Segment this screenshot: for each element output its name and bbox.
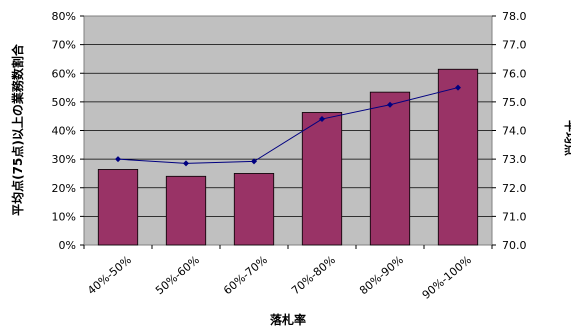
y-tick-label: 80% [52, 10, 76, 23]
y2-tick-label: 75.0 [502, 96, 527, 109]
y2-tick-label: 74.0 [502, 125, 527, 138]
y-axis-title: 平均点(75点)以上の業務数割合 [10, 43, 25, 216]
bar [97, 169, 139, 246]
bar [165, 175, 207, 246]
x-category-label: 60%-70% [221, 253, 270, 297]
line-point [455, 84, 461, 91]
y2-tick-label: 78.0 [502, 10, 527, 23]
line-point [387, 101, 393, 108]
x-category-label: 80%-90% [357, 253, 406, 297]
x-category-label: 40%-50% [85, 253, 134, 297]
y2-tick-label: 77.0 [502, 39, 527, 52]
y2-tick-label: 71.0 [502, 210, 527, 223]
x-category-label: 70%-80% [289, 253, 338, 297]
y-tick-label: 60% [52, 67, 76, 80]
x-axis-title: 落札率 [270, 312, 306, 327]
line-point [319, 116, 325, 123]
y-tick-label: 30% [52, 153, 76, 166]
line-point [251, 158, 257, 165]
y-tick-label: 0% [59, 239, 76, 252]
bar [301, 112, 343, 246]
y-tick-label: 10% [52, 210, 76, 223]
average-score-line [117, 87, 459, 164]
y2-axis-title: 平均点 [563, 120, 571, 156]
y-tick-label: 40% [52, 125, 76, 138]
bar [369, 91, 411, 246]
y2-tick-label: 72.0 [502, 182, 527, 195]
y-tick-label: 20% [52, 182, 76, 195]
bar [437, 68, 479, 246]
y2-tick-label: 76.0 [502, 67, 527, 80]
bar [233, 173, 275, 246]
y2-tick-label: 70.0 [502, 239, 527, 252]
y2-tick-label: 73.0 [502, 153, 527, 166]
line-point [183, 160, 189, 167]
y-tick-label: 70% [52, 39, 76, 52]
x-category-label: 90%-100% [420, 253, 474, 301]
x-category-label: 50%-60% [153, 253, 202, 297]
y-tick-label: 50% [52, 96, 76, 109]
line-point [115, 156, 121, 163]
